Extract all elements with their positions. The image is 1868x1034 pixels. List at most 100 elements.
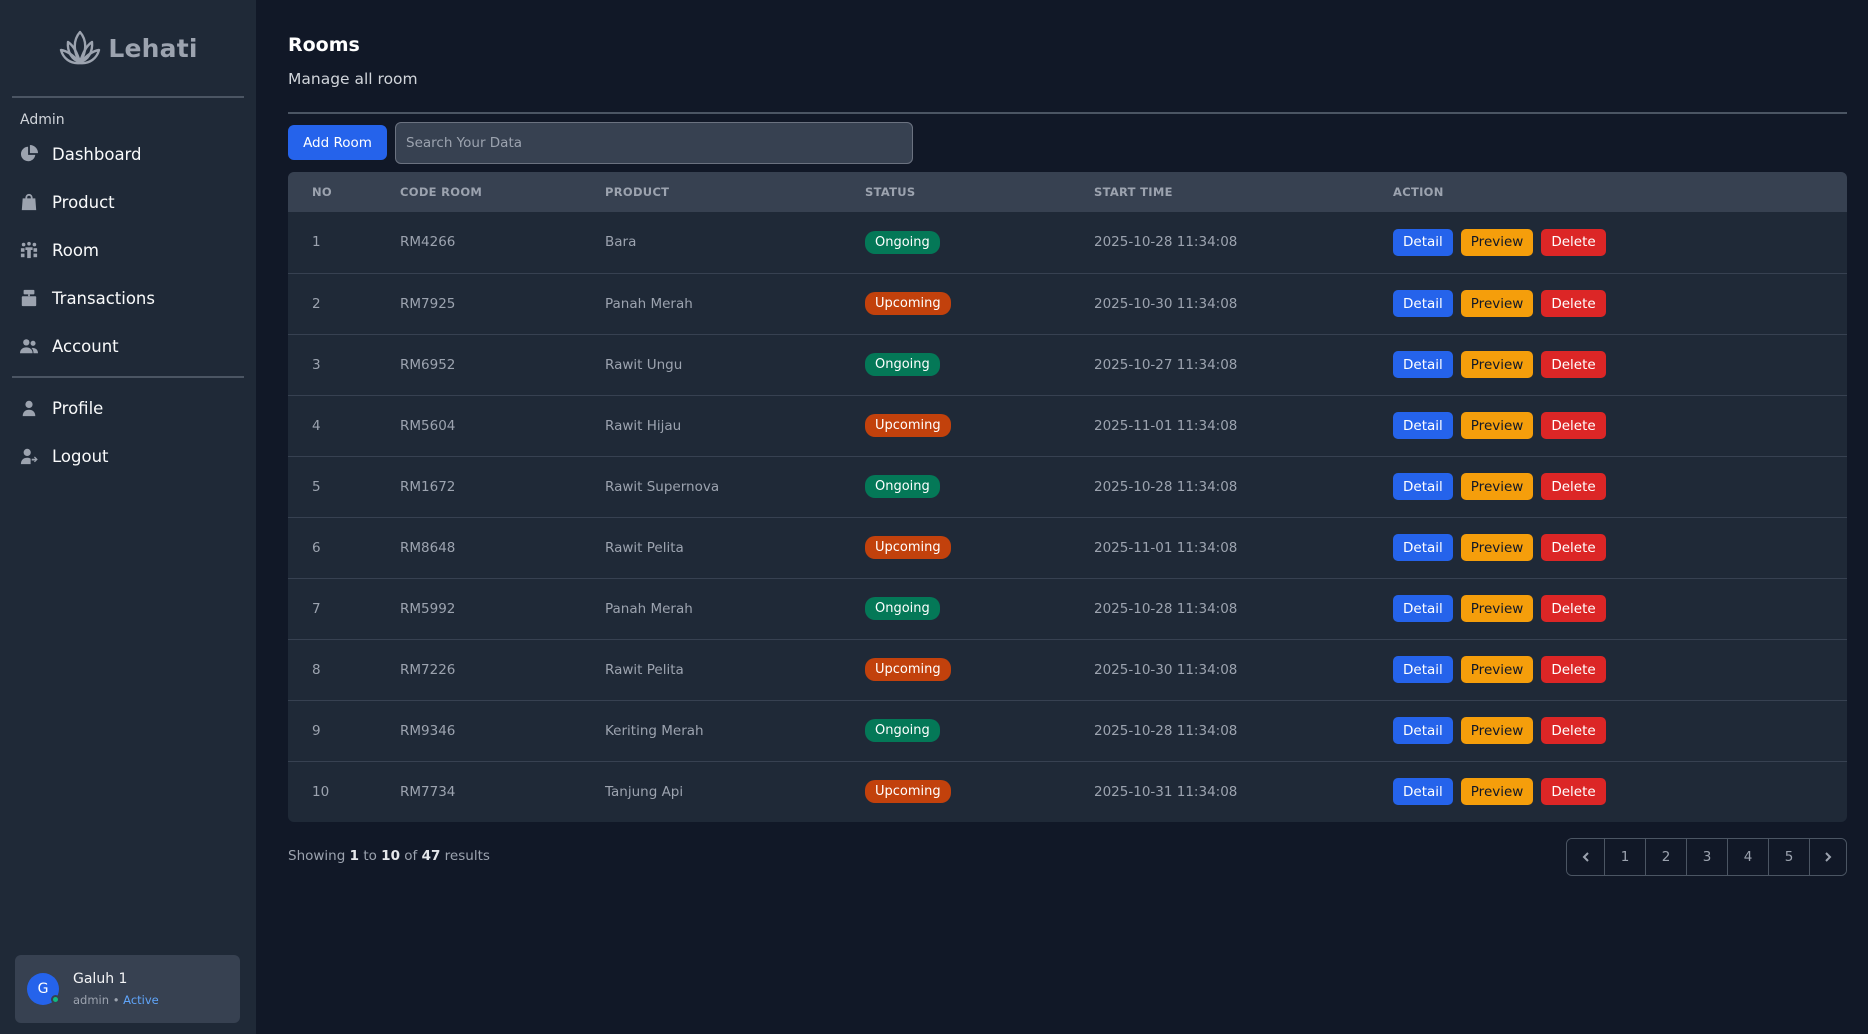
detail-button[interactable]: Detail [1393, 228, 1453, 256]
delete-button[interactable]: Delete [1541, 473, 1606, 500]
table-row: 4 RM5604 Rawit Hijau Upcoming 2025-11-01 11:… [288, 395, 1847, 456]
preview-button[interactable]: Preview [1460, 351, 1534, 378]
meta-separator: • [112, 993, 120, 1007]
search-input[interactable] [395, 122, 913, 164]
delete-button[interactable]: Delete [1541, 351, 1606, 378]
cell-product: Rawit Hijau [605, 417, 682, 434]
cell-start-time: 2025-10-31 11:34:08 [1094, 783, 1238, 800]
cell-actions: Detail Preview Delete [1393, 273, 1847, 334]
preview-button[interactable]: Preview [1460, 717, 1534, 744]
meeting-room-icon [20, 241, 38, 259]
sidebar-item-room[interactable]: Room [0, 226, 256, 274]
user-card[interactable]: G Galuh 1 admin • Active [15, 955, 240, 1023]
table-header-row: NO CODE ROOM PRODUCT STATUS START TIME A… [288, 172, 1847, 212]
detail-button[interactable]: Detail [1393, 534, 1453, 561]
cell-status: Ongoing [865, 456, 1094, 517]
user-info: Galuh 1 admin • Active [73, 971, 159, 1007]
detail-button[interactable]: Detail [1393, 290, 1453, 317]
rooms-table: NO CODE ROOM PRODUCT STATUS START TIME A… [288, 172, 1847, 822]
showing-to: 10 [381, 848, 400, 864]
detail-button[interactable]: Detail [1393, 412, 1453, 439]
preview-button[interactable]: Preview [1460, 228, 1534, 256]
page-button-2[interactable]: 2 [1645, 839, 1686, 875]
sidebar-item-logout[interactable]: Logout [0, 432, 256, 480]
cell-code-room: RM5992 [400, 600, 456, 617]
brand-logo[interactable]: Lehati [0, 0, 256, 96]
delete-button[interactable]: Delete [1541, 412, 1606, 439]
prev-page-button[interactable] [1567, 839, 1604, 875]
cell-product: Rawit Pelita [605, 661, 684, 678]
status-badge: Ongoing [865, 230, 940, 254]
preview-button[interactable]: Preview [1460, 473, 1534, 500]
user-role: admin [73, 993, 110, 1007]
status-badge: Ongoing [865, 597, 940, 620]
detail-button[interactable]: Detail [1393, 717, 1453, 744]
cell-code-room: RM7734 [400, 783, 456, 800]
cell-status: Upcoming [865, 761, 1094, 822]
status-badge: Upcoming [865, 414, 951, 437]
column-header-no: NO [312, 185, 333, 199]
chart-pie-icon [20, 145, 38, 163]
cell-status: Ongoing [865, 334, 1094, 395]
delete-button[interactable]: Delete [1541, 595, 1606, 622]
sidebar-section-label: Admin [20, 112, 65, 128]
sidebar-divider [12, 376, 244, 378]
page-button-1[interactable]: 1 [1604, 839, 1645, 875]
cell-code-room: RM4266 [400, 234, 456, 251]
sidebar-item-profile[interactable]: Profile [0, 384, 256, 432]
showing-from: 1 [349, 848, 360, 864]
cell-start-time: 2025-10-27 11:34:08 [1094, 356, 1238, 373]
cell-actions: Detail Preview Delete [1393, 395, 1847, 456]
detail-button[interactable]: Detail [1393, 351, 1453, 378]
sidebar-item-account[interactable]: Account [0, 322, 256, 370]
sidebar-item-label: Logout [52, 446, 109, 466]
cell-status: Upcoming [865, 273, 1094, 334]
preview-button[interactable]: Preview [1460, 290, 1534, 317]
sidebar-item-transactions[interactable]: Transactions [0, 274, 256, 322]
delete-button[interactable]: Delete [1541, 656, 1606, 683]
cell-start-time: 2025-10-30 11:34:08 [1094, 295, 1238, 312]
preview-button[interactable]: Preview [1460, 656, 1534, 683]
next-page-button[interactable] [1809, 839, 1846, 875]
delete-button[interactable]: Delete [1541, 228, 1606, 256]
column-header-code-room: CODE ROOM [400, 185, 483, 199]
delete-button[interactable]: Delete [1541, 290, 1606, 317]
chevron-right-icon [1825, 852, 1832, 862]
cell-no: 2 [312, 295, 321, 312]
delete-button[interactable]: Delete [1541, 717, 1606, 744]
detail-button[interactable]: Detail [1393, 595, 1453, 622]
table-row: 9 RM9346 Keriting Merah Ongoing 2025-10-28 1… [288, 700, 1847, 761]
preview-button[interactable]: Preview [1460, 778, 1534, 806]
table-row: 7 RM5992 Panah Merah Ongoing 2025-10-28 11:3… [288, 578, 1847, 639]
status-badge: Upcoming [865, 780, 951, 804]
cell-no: 4 [312, 417, 321, 434]
sidebar-item-product[interactable]: Product [0, 178, 256, 226]
cell-code-room: RM5604 [400, 417, 456, 434]
detail-button[interactable]: Detail [1393, 778, 1453, 806]
cell-no: 7 [312, 600, 321, 617]
table-body: 1 RM4266 Bara Ongoing 2025-10-28 11:34:08 Det… [288, 212, 1847, 822]
delete-button[interactable]: Delete [1541, 534, 1606, 561]
page-button-5[interactable]: 5 [1768, 839, 1809, 875]
user-icon [20, 399, 38, 417]
detail-button[interactable]: Detail [1393, 473, 1453, 500]
page-button-3[interactable]: 3 [1686, 839, 1727, 875]
preview-button[interactable]: Preview [1460, 412, 1534, 439]
showing-total: 47 [421, 848, 441, 864]
cell-status: Ongoing [865, 700, 1094, 761]
results-label: results [444, 848, 490, 864]
table-row: 1 RM4266 Bara Ongoing 2025-10-28 11:34:08 Det… [288, 212, 1847, 273]
delete-button[interactable]: Delete [1541, 778, 1606, 806]
sidebar: Lehati Admin Dashboard Product Room Tr [0, 0, 256, 1034]
preview-button[interactable]: Preview [1460, 534, 1534, 561]
status-badge: Ongoing [865, 475, 940, 498]
preview-button[interactable]: Preview [1460, 595, 1534, 622]
cell-code-room: RM7226 [400, 661, 456, 678]
cell-start-time: 2025-10-28 11:34:08 [1094, 600, 1238, 617]
detail-button[interactable]: Detail [1393, 656, 1453, 683]
avatar: G [27, 973, 60, 1005]
add-room-button[interactable]: Add Room [288, 125, 387, 160]
sidebar-item-dashboard[interactable]: Dashboard [0, 130, 256, 178]
page-button-4[interactable]: 4 [1727, 839, 1768, 875]
column-header-status: STATUS [865, 185, 916, 199]
